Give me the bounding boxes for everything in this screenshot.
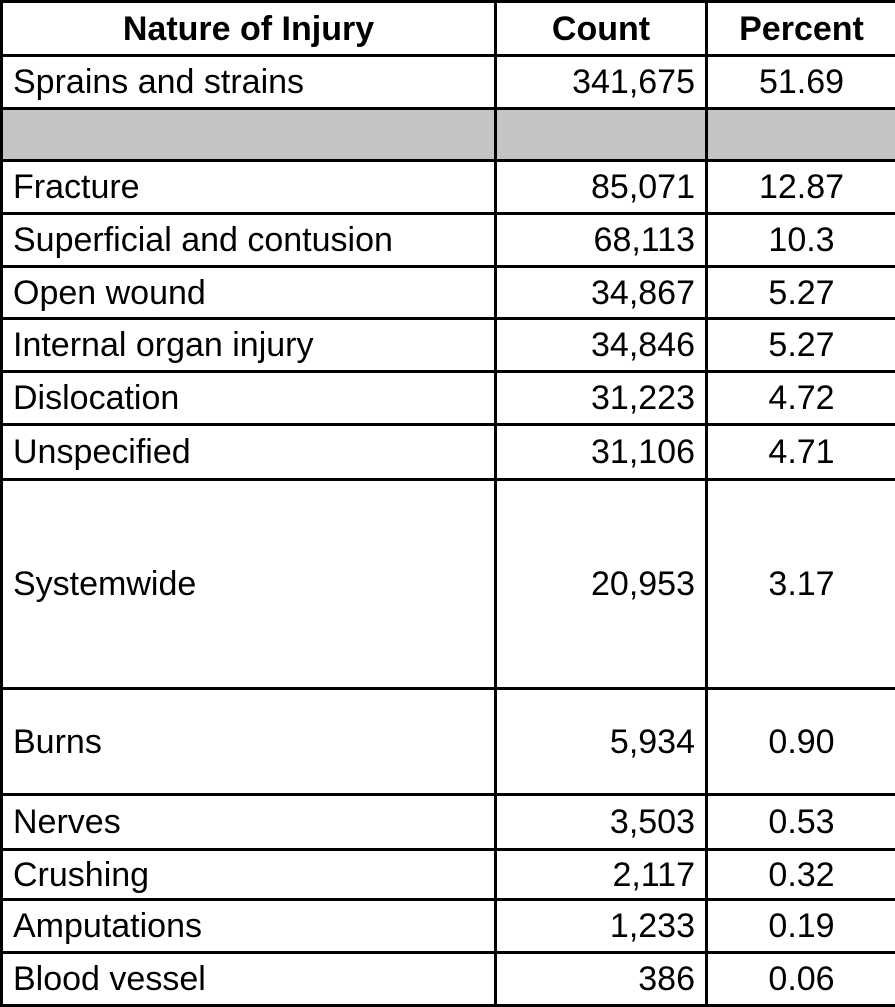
percent-cell: 0.19 (707, 900, 895, 953)
nature-cell: Fracture (2, 161, 496, 214)
nature-cell: Dislocation (2, 372, 496, 425)
percent-cell: 5.27 (707, 319, 895, 372)
percent-cell: 4.71 (707, 425, 895, 480)
count-cell: 386 (496, 953, 707, 1006)
table-row: Burns 5,934 0.90 (2, 689, 895, 795)
count-cell: 34,846 (496, 319, 707, 372)
count-cell: 20,953 (496, 480, 707, 689)
header-row: Nature of Injury Count Percent (2, 2, 895, 56)
table-row: Blood vessel 386 0.06 (2, 953, 895, 1006)
nature-cell: Nerves (2, 795, 496, 850)
count-cell: 85,071 (496, 161, 707, 214)
percent-cell: 0.90 (707, 689, 895, 795)
nature-cell: Crushing (2, 850, 496, 900)
nature-cell: Superficial and contusion (2, 214, 496, 267)
nature-cell: Open wound (2, 267, 496, 319)
table-row: Open wound 34,867 5.27 (2, 267, 895, 319)
table-row: Crushing 2,117 0.32 (2, 850, 895, 900)
table-row: Amputations 1,233 0.19 (2, 900, 895, 953)
count-cell: 341,675 (496, 56, 707, 109)
count-cell: 34,867 (496, 267, 707, 319)
percent-cell: 0.06 (707, 953, 895, 1006)
nature-cell: Sprains and strains (2, 56, 496, 109)
percent-cell: 4.72 (707, 372, 895, 425)
nature-cell: Internal organ injury (2, 319, 496, 372)
table-row: Unspecified 31,106 4.71 (2, 425, 895, 480)
percent-cell: 12.87 (707, 161, 895, 214)
table-row: Superficial and contusion 68,113 10.3 (2, 214, 895, 267)
count-cell: 1,233 (496, 900, 707, 953)
count-cell: 5,934 (496, 689, 707, 795)
percent-cell: 51.69 (707, 56, 895, 109)
percent-cell (707, 109, 895, 161)
nature-cell: Blood vessel (2, 953, 496, 1006)
percent-cell: 10.3 (707, 214, 895, 267)
nature-cell: Amputations (2, 900, 496, 953)
table-row: Dislocation 31,223 4.72 (2, 372, 895, 425)
header-percent: Percent (707, 2, 895, 56)
table-row: Nerves 3,503 0.53 (2, 795, 895, 850)
nature-cell (2, 109, 496, 161)
nature-cell: Burns (2, 689, 496, 795)
nature-cell: Systemwide (2, 480, 496, 689)
header-nature: Nature of Injury (2, 2, 496, 56)
nature-cell: Unspecified (2, 425, 496, 480)
percent-cell: 3.17 (707, 480, 895, 689)
count-cell (496, 109, 707, 161)
percent-cell: 0.53 (707, 795, 895, 850)
count-cell: 31,223 (496, 372, 707, 425)
count-cell: 2,117 (496, 850, 707, 900)
header-count: Count (496, 2, 707, 56)
percent-cell: 5.27 (707, 267, 895, 319)
count-cell: 31,106 (496, 425, 707, 480)
table-row: Fracture 85,071 12.87 (2, 161, 895, 214)
count-cell: 68,113 (496, 214, 707, 267)
table-row: Internal organ injury 34,846 5.27 (2, 319, 895, 372)
percent-cell: 0.32 (707, 850, 895, 900)
count-cell: 3,503 (496, 795, 707, 850)
table-row-blank (2, 109, 895, 161)
table-row: Sprains and strains 341,675 51.69 (2, 56, 895, 109)
table-row: Systemwide 20,953 3.17 (2, 480, 895, 689)
